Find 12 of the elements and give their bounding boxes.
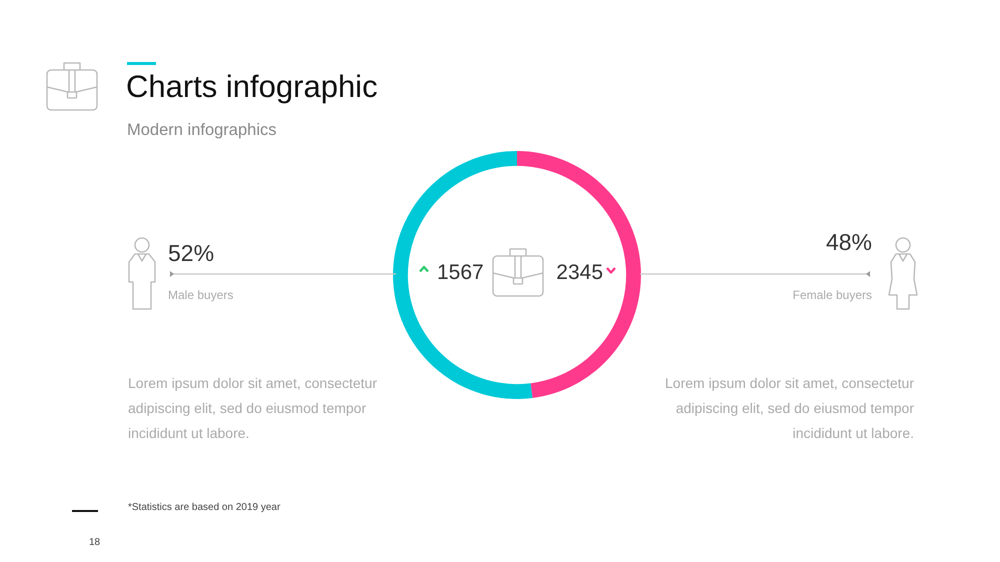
text: *Statistics are based on 2019 year	[128, 502, 280, 513]
text: 2345	[556, 261, 603, 285]
data-label: 52%	[168, 240, 214, 267]
chart-subtitle: Modern infographics	[127, 121, 276, 140]
text: Lorem ipsum dolor sit amet, consectetur adipiscing elit, sed do eiusmod tempor incididunt ut labore.	[664, 374, 914, 443]
data-label: 48%	[826, 229, 872, 256]
text: Lorem ipsum dolor sit amet, consectetur adipiscing elit, sed do eiusmod tempor incididunt ut labore.	[128, 374, 378, 443]
text: 1567	[437, 261, 484, 285]
text: 18	[89, 537, 100, 548]
chart-title: Charts infographic	[126, 69, 378, 105]
slice-label: Male buyers	[168, 288, 234, 302]
slice-label: Female buyers	[792, 288, 872, 302]
